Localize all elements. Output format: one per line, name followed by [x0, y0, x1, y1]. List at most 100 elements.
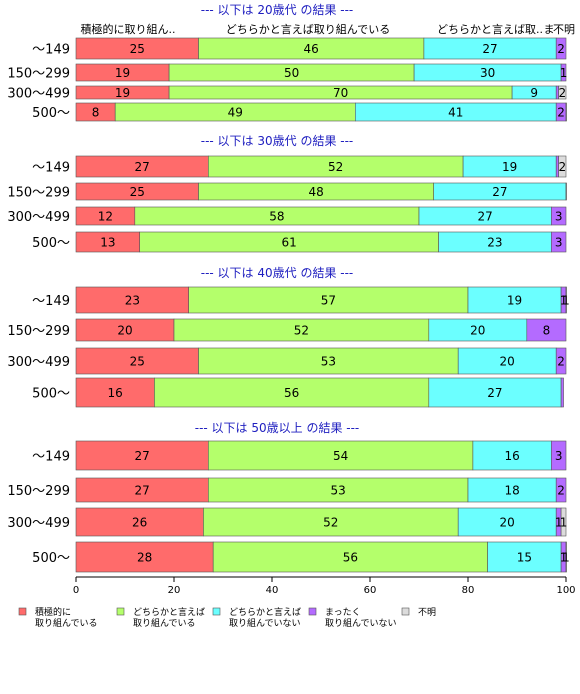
data-label: 57: [321, 294, 336, 308]
data-label: 9: [530, 86, 538, 100]
bar-segment: [154, 377, 430, 408]
column-header: 積極的に取り組ん..: [81, 22, 176, 36]
bar-segment: [75, 507, 204, 537]
data-label: 1: [562, 294, 570, 308]
data-label: 53: [331, 484, 346, 498]
data-label: 18: [504, 484, 519, 498]
data-label: 1: [560, 294, 568, 308]
data-label: 25: [130, 185, 145, 199]
data-label: 27: [478, 210, 493, 224]
group-title: --- 以下は 20歳代 の結果 ---: [201, 3, 354, 17]
data-label: 52: [294, 324, 309, 338]
data-label: 12: [98, 210, 113, 224]
data-label: 2: [557, 355, 565, 369]
category-label: 500～: [32, 551, 70, 566]
bar-segment: [555, 347, 567, 375]
data-label: 52: [328, 160, 343, 174]
legend-label: 積極的に: [35, 606, 71, 618]
column-header: どちらかと言えば取り組んでいる: [226, 23, 390, 36]
x-tick-label: 0: [73, 585, 79, 596]
legend-swatch: [116, 607, 125, 616]
data-label: 52: [323, 516, 338, 530]
data-label: 28: [137, 551, 152, 565]
legend-label: どちらかと言えば: [229, 606, 301, 618]
data-label: 13: [100, 236, 115, 250]
data-label: 61: [282, 236, 297, 250]
data-label: 1: [560, 66, 568, 80]
data-label: 1: [560, 516, 568, 530]
data-label: 58: [269, 210, 284, 224]
data-label: 19: [115, 66, 130, 80]
data-label: 27: [135, 160, 150, 174]
data-label: 50: [284, 66, 299, 80]
bar-segment: [75, 440, 209, 471]
bar-segment: [550, 231, 567, 253]
data-label: 20: [500, 355, 515, 369]
data-label: 19: [507, 294, 522, 308]
data-label: 23: [487, 236, 502, 250]
category-label: 500～: [32, 236, 70, 251]
bar-segment: [526, 318, 567, 342]
data-label: 30: [480, 66, 495, 80]
category-label: ～149: [32, 161, 70, 176]
legend-label: 取り組んでいない: [325, 617, 397, 629]
bar-segment: [198, 347, 459, 375]
data-label: 19: [115, 86, 130, 100]
category-label: ～149: [32, 450, 70, 465]
category-label: 500～: [32, 387, 70, 402]
data-label: 3: [555, 449, 563, 463]
bar-segment: [428, 377, 562, 408]
data-label: 3: [555, 210, 563, 224]
data-label: 16: [504, 449, 519, 463]
data-label: 2: [557, 484, 565, 498]
bar-segment: [555, 477, 567, 503]
column-header: どちらかと言えば取..: [437, 23, 543, 36]
bar-segment: [75, 477, 209, 503]
group-title: --- 以下は 40歳代 の結果 ---: [201, 266, 354, 280]
bar-segment: [208, 440, 474, 471]
legend-swatch: [18, 607, 27, 616]
column-header: ま: [544, 23, 555, 36]
bar-segment: [467, 477, 557, 503]
data-label: 2: [557, 106, 565, 120]
bar-segment: [550, 206, 567, 226]
bar-segment: [555, 37, 567, 60]
legend-swatch: [212, 607, 221, 616]
column-header: 不明: [553, 23, 575, 36]
data-label: 16: [108, 386, 123, 400]
legend-label: まったく: [325, 607, 361, 618]
bar-segment: [212, 541, 488, 573]
bar-segment: [558, 85, 567, 100]
data-label: 2: [559, 86, 567, 100]
bar-segment: [75, 377, 155, 408]
data-label: 8: [92, 106, 100, 120]
category-label: 500～: [32, 106, 70, 121]
data-label: 15: [517, 551, 532, 565]
category-label: 300～499: [7, 516, 70, 531]
data-label: 2: [559, 160, 567, 174]
legend-label: 取り組んでいる: [133, 617, 196, 629]
legend-label: どちらかと言えば: [133, 606, 205, 618]
data-label: 70: [333, 86, 348, 100]
data-label: 25: [130, 355, 145, 369]
data-label: 54: [333, 449, 348, 463]
data-label: 27: [487, 386, 502, 400]
bar-segment: [188, 286, 469, 314]
category-label: 150～299: [7, 186, 70, 201]
data-label: 46: [304, 42, 319, 56]
data-label: 8: [543, 324, 551, 338]
category-label: ～149: [32, 43, 70, 58]
legend-swatch: [401, 607, 410, 616]
x-tick-label: 40: [266, 585, 279, 596]
bar-segment: [565, 541, 567, 573]
category-label: 300～499: [7, 355, 70, 370]
bar-segment: [457, 507, 557, 537]
bar-segment: [203, 507, 459, 537]
data-label: 20: [500, 516, 515, 530]
data-label: 1: [562, 551, 570, 565]
data-label: 56: [343, 551, 358, 565]
data-label: 27: [135, 449, 150, 463]
bar-segment: [560, 507, 567, 537]
data-label: 27: [482, 42, 497, 56]
